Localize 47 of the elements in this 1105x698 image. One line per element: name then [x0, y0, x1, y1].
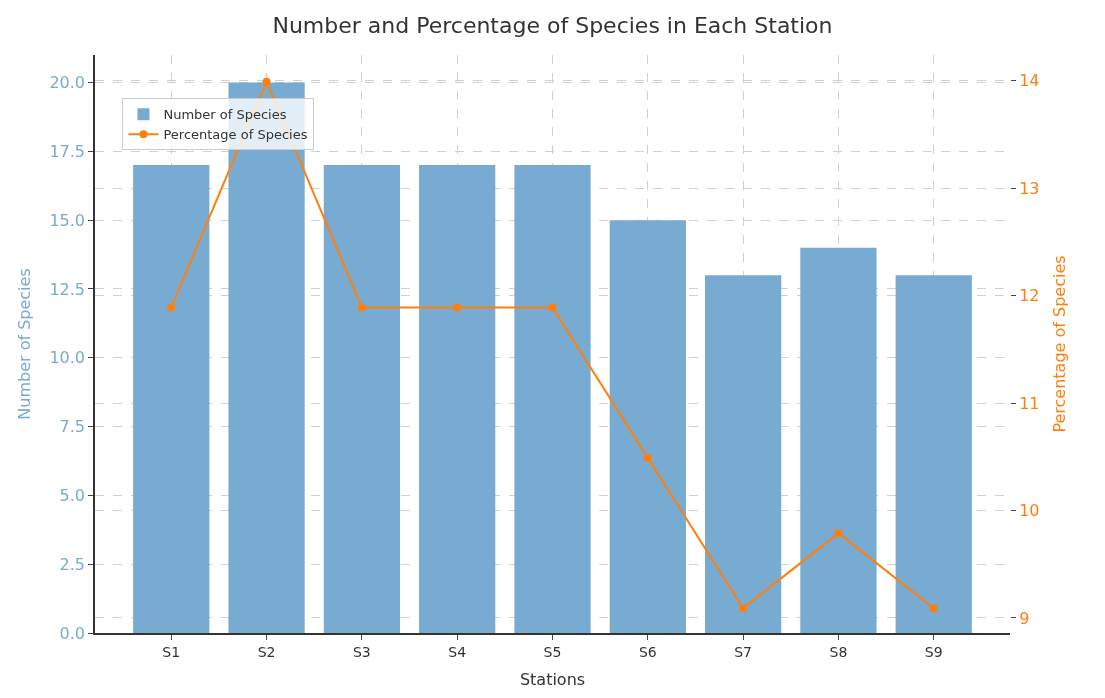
point: [834, 529, 843, 538]
y-tick-label: 7.5: [59, 417, 86, 437]
y2-tick-label: 11: [1019, 393, 1040, 413]
legend-label: Percentage of Species: [163, 127, 308, 143]
point: [929, 604, 938, 613]
x-tick-label: S3: [352, 643, 371, 660]
bar: [133, 165, 210, 633]
y2-tick-label: 10: [1019, 501, 1040, 521]
y-tick-label: 12.5: [49, 279, 86, 299]
y2-axis-title: Percentage of Species: [1050, 255, 1070, 433]
x-tick-label: S7: [734, 643, 753, 660]
point: [357, 303, 366, 312]
y-axis-title: Number of Species: [14, 268, 34, 420]
x-tick-label: S8: [829, 643, 848, 660]
y2-tick-label: 9: [1019, 608, 1030, 628]
point: [548, 303, 557, 312]
bar: [514, 165, 591, 633]
point: [167, 303, 176, 312]
y2-tick-label: 13: [1019, 178, 1040, 198]
y-tick-label: 17.5: [49, 141, 86, 161]
bar: [800, 247, 877, 633]
y-tick-label: 5.0: [59, 485, 86, 505]
x-axis-title: Stations: [519, 669, 586, 689]
y-tick-label: 20.0: [49, 73, 86, 93]
y2-tick-label: 12: [1019, 286, 1040, 306]
x-tick-label: S9: [924, 643, 943, 660]
legend-label: Number of Species: [163, 107, 287, 123]
y-tick-label: 15.0: [49, 210, 86, 230]
point: [262, 77, 271, 86]
x-tick-label: S6: [638, 643, 657, 660]
bar: [705, 275, 782, 633]
point: [643, 453, 652, 462]
y-tick-label: 10.0: [49, 348, 86, 368]
y2-tick-label: 14: [1019, 71, 1040, 91]
x-tick-label: S5: [543, 643, 562, 660]
bar: [895, 275, 972, 633]
y-tick-label: 2.5: [59, 554, 86, 574]
x-tick-label: S1: [162, 643, 181, 660]
point: [453, 303, 462, 312]
bar: [323, 165, 400, 633]
chart-title: Number and Percentage of Species in Each Station: [272, 12, 833, 38]
x-tick-label: S2: [257, 643, 276, 660]
bar: [419, 165, 496, 633]
point: [739, 604, 748, 613]
x-tick-label: S4: [448, 643, 467, 660]
y-tick-label: 0.0: [59, 623, 86, 643]
bar: [609, 220, 686, 633]
